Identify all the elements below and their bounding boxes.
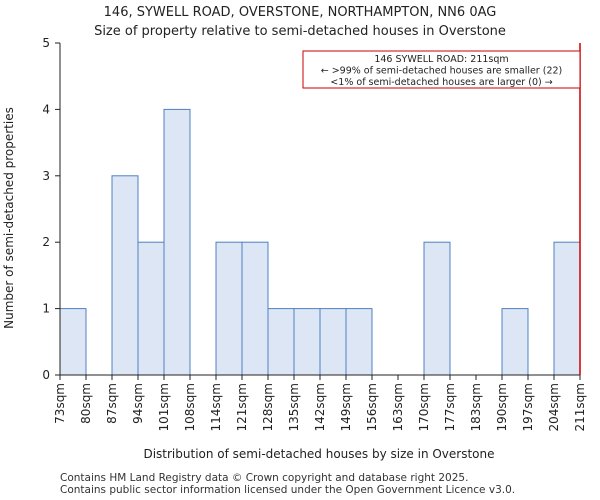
annotation-line: 146 SYWELL ROAD: 211sqm (374, 54, 508, 65)
chart-title: 146, SYWELL ROAD, OVERSTONE, NORTHAMPTON… (0, 3, 600, 41)
footer: Contains HM Land Registry data © Crown c… (60, 472, 515, 496)
x-tick-label: 87sqm (105, 383, 119, 424)
footer-line-2: Contains public sector information licen… (60, 484, 516, 496)
bar (59, 308, 87, 376)
bar (501, 308, 529, 376)
y-tick-label: 2 (42, 235, 50, 249)
marker-group: 146 SYWELL ROAD: 211sqm← >99% of semi-de… (302, 43, 581, 375)
x-tick-label: 190sqm (495, 383, 509, 431)
x-tick-label: 156sqm (365, 383, 379, 431)
axes-group: 0 1 2 3 4 5 73sqm 80sqm 87sqm 94sqm 101sqm 108sqm 11… (42, 36, 587, 431)
bar (345, 308, 373, 376)
chart-subtitle-line: Size of property relative to semi-detach… (94, 24, 506, 39)
y-tick-label: 5 (42, 36, 50, 50)
x-tick-label: 94sqm (131, 383, 145, 424)
y-tick-label: 4 (42, 102, 50, 116)
footer-line-1: Contains HM Land Registry data © Crown c… (60, 472, 469, 484)
x-tick-label: 170sqm (417, 383, 431, 431)
x-tick-label: 73sqm (53, 383, 67, 424)
bar (215, 241, 243, 376)
bar (241, 241, 269, 376)
bar (293, 308, 321, 376)
y-tick-label: 3 (42, 169, 50, 183)
annotation-box (302, 50, 581, 89)
x-tick-label: 101sqm (157, 383, 171, 431)
x-tick-label: 149sqm (339, 383, 353, 431)
bar (111, 175, 139, 376)
x-tick-label: 211sqm (573, 383, 587, 431)
y-tick-label: 1 (42, 302, 50, 316)
y-axis-label: Number of semi-detached properties (2, 107, 16, 329)
annotation-line: <1% of semi-detached houses are larger (… (330, 77, 552, 88)
bar (137, 241, 165, 376)
x-tick-label: 121sqm (235, 383, 249, 431)
x-tick-label: 163sqm (391, 383, 405, 431)
x-tick-label: 142sqm (313, 383, 327, 431)
x-tick-label: 114sqm (209, 383, 223, 431)
bar (319, 308, 347, 376)
y-tick-label: 0 (42, 368, 50, 382)
bar (267, 308, 295, 376)
bars-group (59, 108, 581, 376)
x-tick-label: 183sqm (469, 383, 483, 431)
x-tick-label: 108sqm (183, 383, 197, 431)
bar (553, 241, 581, 376)
x-tick-label: 197sqm (521, 383, 535, 431)
annotation-line: ← >99% of semi-detached houses are small… (321, 66, 563, 77)
x-axis-label: Distribution of semi-detached houses by … (143, 447, 494, 461)
x-tick-label: 204sqm (547, 383, 561, 431)
bar (163, 108, 191, 376)
chart-title-line: 146, SYWELL ROAD, OVERSTONE, NORTHAMPTON… (103, 5, 497, 20)
x-tick-label: 80sqm (79, 383, 93, 424)
bar (423, 241, 451, 376)
x-tick-label: 177sqm (443, 383, 457, 431)
x-tick-label: 128sqm (261, 383, 275, 431)
x-tick-label: 135sqm (287, 383, 301, 431)
